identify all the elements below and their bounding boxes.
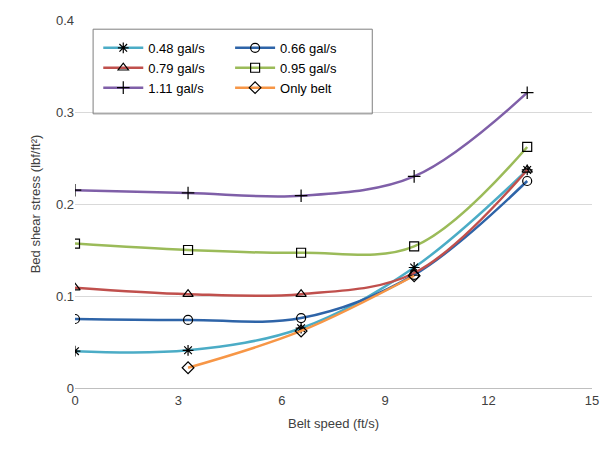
- svg-text:0.48 gal/s: 0.48 gal/s: [148, 41, 205, 56]
- svg-text:0: 0: [71, 393, 78, 408]
- svg-text:Belt speed (ft/s): Belt speed (ft/s): [288, 416, 379, 431]
- svg-text:0.66 gal/s: 0.66 gal/s: [280, 41, 337, 56]
- svg-text:0.4: 0.4: [56, 13, 74, 28]
- svg-text:3: 3: [175, 393, 182, 408]
- svg-text:0.95 gal/s: 0.95 gal/s: [280, 61, 337, 76]
- svg-text:1.11 gal/s: 1.11 gal/s: [148, 81, 204, 96]
- svg-text:15: 15: [585, 393, 599, 408]
- svg-text:0.2: 0.2: [56, 197, 74, 212]
- svg-text:0: 0: [67, 381, 74, 396]
- svg-text:6: 6: [278, 393, 285, 408]
- svg-text:0.79 gal/s: 0.79 gal/s: [148, 61, 205, 76]
- svg-text:0.3: 0.3: [56, 105, 74, 120]
- svg-text:9: 9: [382, 393, 389, 408]
- svg-text:12: 12: [481, 393, 495, 408]
- svg-text:0.1: 0.1: [56, 289, 74, 304]
- svg-text:Bed shear stress (lbf/ft²): Bed shear stress (lbf/ft²): [28, 135, 43, 274]
- svg-text:Only belt: Only belt: [280, 81, 332, 96]
